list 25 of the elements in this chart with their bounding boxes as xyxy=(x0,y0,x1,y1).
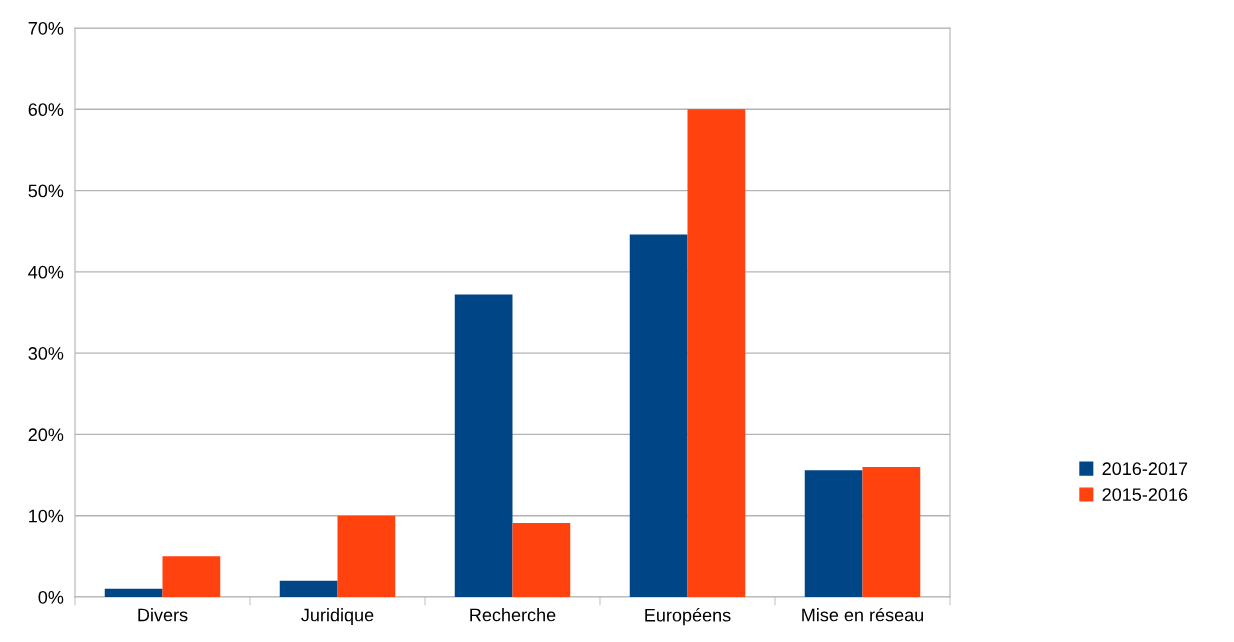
bar xyxy=(512,523,571,597)
bar xyxy=(279,580,338,597)
x-tick-label: Mise en réseau xyxy=(802,607,924,622)
y-tick-label: 60% xyxy=(28,103,64,117)
legend-label: 2016-2017 xyxy=(1102,462,1188,476)
bar xyxy=(862,466,921,597)
bar xyxy=(687,109,746,597)
bar xyxy=(337,515,396,597)
bar xyxy=(454,294,513,597)
y-tick-label: 70% xyxy=(28,21,64,35)
x-tick-label: Juridique xyxy=(301,608,374,625)
bar xyxy=(629,234,688,597)
y-tick-label: 30% xyxy=(28,347,64,360)
bar xyxy=(804,470,863,597)
y-tick-label: 20% xyxy=(28,428,64,442)
y-tick-label: 0% xyxy=(38,590,64,604)
bar xyxy=(162,556,221,597)
y-tick-label: 50% xyxy=(28,184,64,198)
y-tick-label: 40% xyxy=(28,265,64,279)
x-tick-label: Européens xyxy=(645,608,731,626)
legend-label: 2015-2016 xyxy=(1102,488,1188,501)
x-tick-label: Recherche xyxy=(470,608,556,622)
y-tick-label: 10% xyxy=(29,509,64,523)
x-tick-label: Divers xyxy=(138,608,188,622)
bar xyxy=(104,588,163,597)
